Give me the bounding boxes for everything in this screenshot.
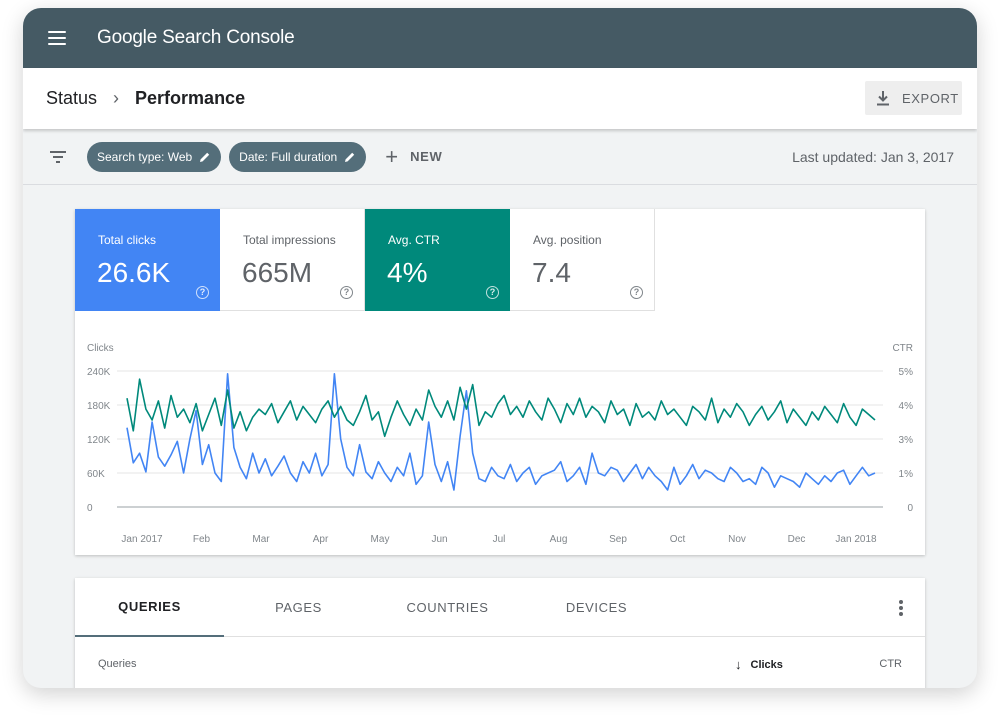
breadcrumb-status[interactable]: Status	[46, 88, 98, 108]
x-tick-label: Dec	[788, 534, 806, 545]
x-tick-label: Nov	[728, 534, 746, 545]
series-line-ctr	[126, 378, 876, 438]
y-axis-right-label: CTR	[892, 343, 913, 354]
y-right-tick-label: 1%	[899, 469, 914, 480]
metric-value: 665M	[242, 257, 313, 288]
arrow-down-icon: ↓	[735, 657, 742, 672]
metric-avg-position[interactable]: Avg. position 7.4 ?	[510, 209, 655, 311]
y-left-tick-label: 240K	[87, 367, 111, 378]
metric-total-impressions[interactable]: Total impressions 665M ?	[220, 209, 365, 311]
data-table-card: QUERIES PAGES COUNTRIES DEVICES Queries …	[75, 578, 925, 688]
x-tick-label: May	[371, 534, 390, 545]
y-left-tick-label: 0	[87, 503, 93, 514]
tab-countries[interactable]: COUNTRIES	[406, 600, 489, 615]
metric-avg-ctr[interactable]: Avg. CTR 4% ?	[365, 209, 510, 311]
chevron-right-icon: ›	[113, 88, 120, 108]
tab-queries[interactable]: QUERIES	[75, 578, 224, 637]
chip-label: Date: Full duration	[239, 149, 338, 164]
edit-icon	[200, 152, 210, 162]
chip-label: Search type: Web	[97, 149, 193, 164]
new-filter-button[interactable]: + NEW	[385, 143, 443, 169]
metric-value: 26.6K	[97, 257, 171, 288]
y-right-tick-label: 4%	[899, 401, 914, 412]
metric-label: Avg. CTR	[388, 233, 440, 247]
y-left-tick-label: 120K	[87, 435, 111, 446]
edit-icon	[345, 152, 355, 162]
metric-label: Total clicks	[98, 233, 157, 247]
tab-pages[interactable]: PAGES	[275, 600, 322, 615]
x-tick-label: Mar	[252, 534, 270, 545]
metric-value: 7.4	[532, 257, 571, 288]
x-tick-label: Jun	[431, 534, 447, 545]
search-type-chip[interactable]: Search type: Web	[87, 141, 222, 172]
help-icon[interactable]: ?	[196, 286, 209, 299]
more-vert-icon[interactable]	[899, 600, 903, 616]
help-icon[interactable]: ?	[340, 286, 353, 299]
x-tick-label: Feb	[193, 534, 211, 545]
menu-icon[interactable]	[48, 31, 66, 45]
metric-label: Avg. position	[533, 233, 602, 247]
tab-devices[interactable]: DEVICES	[565, 600, 628, 615]
new-label: NEW	[410, 149, 443, 164]
date-chip[interactable]: Date: Full duration	[229, 141, 367, 172]
export-label: EXPORT	[902, 90, 959, 106]
app-bar: Google Search Console	[23, 8, 977, 68]
app-title: Google Search Console	[97, 27, 295, 48]
column-header-clicks[interactable]: ↓ Clicks	[735, 657, 783, 672]
y-axis-left-label: Clicks	[87, 343, 114, 354]
help-icon[interactable]: ?	[486, 286, 499, 299]
x-tick-label: Apr	[313, 534, 329, 545]
x-tick-label: Jul	[493, 534, 506, 545]
last-updated: Last updated: Jan 3, 2017	[792, 148, 954, 165]
export-button[interactable]: EXPORT	[865, 81, 962, 115]
x-tick-label: Aug	[550, 534, 568, 545]
y-right-tick-label: 3%	[899, 435, 914, 446]
y-right-tick-label: 0	[907, 503, 913, 514]
column-header-ctr[interactable]: CTR	[879, 658, 902, 670]
series-line-clicks	[126, 372, 876, 491]
download-icon	[877, 91, 889, 106]
metric-value: 4%	[387, 257, 428, 288]
x-tick-label: Sep	[609, 534, 627, 545]
y-right-tick-label: 5%	[899, 367, 914, 378]
breadcrumb: Status › Performance EXPORT	[23, 68, 977, 129]
filter-bar: Search type: Web Date: Full duration + N…	[23, 129, 977, 185]
column-header-clicks-label: Clicks	[750, 658, 783, 671]
column-header-queries: Queries	[98, 658, 137, 670]
table-header: Queries ↓ Clicks CTR	[75, 638, 925, 688]
help-icon[interactable]: ?	[630, 286, 643, 299]
metric-total-clicks[interactable]: Total clicks 26.6K ?	[75, 209, 220, 311]
page-title: Performance	[135, 88, 246, 108]
tab-bar: QUERIES PAGES COUNTRIES DEVICES	[75, 578, 925, 637]
metric-label: Total impressions	[243, 233, 336, 247]
plus-icon: +	[385, 143, 399, 169]
x-tick-label: Oct	[670, 534, 686, 545]
x-tick-label: Jan 2017	[121, 534, 163, 545]
y-left-tick-label: 180K	[87, 401, 111, 412]
performance-chart-card: Total clicks 26.6K ? Total impressions 6…	[75, 209, 925, 555]
filter-icon[interactable]	[50, 150, 66, 163]
performance-chart: Clicks CTR 240K 180K 120K 60K 0 5% 4% 3% 1% 0 Ja…	[87, 343, 914, 545]
x-tick-label: Jan 2018	[835, 534, 877, 545]
y-left-tick-label: 60K	[87, 469, 105, 480]
app-window: Google Search Console Status › Performan…	[23, 8, 977, 688]
